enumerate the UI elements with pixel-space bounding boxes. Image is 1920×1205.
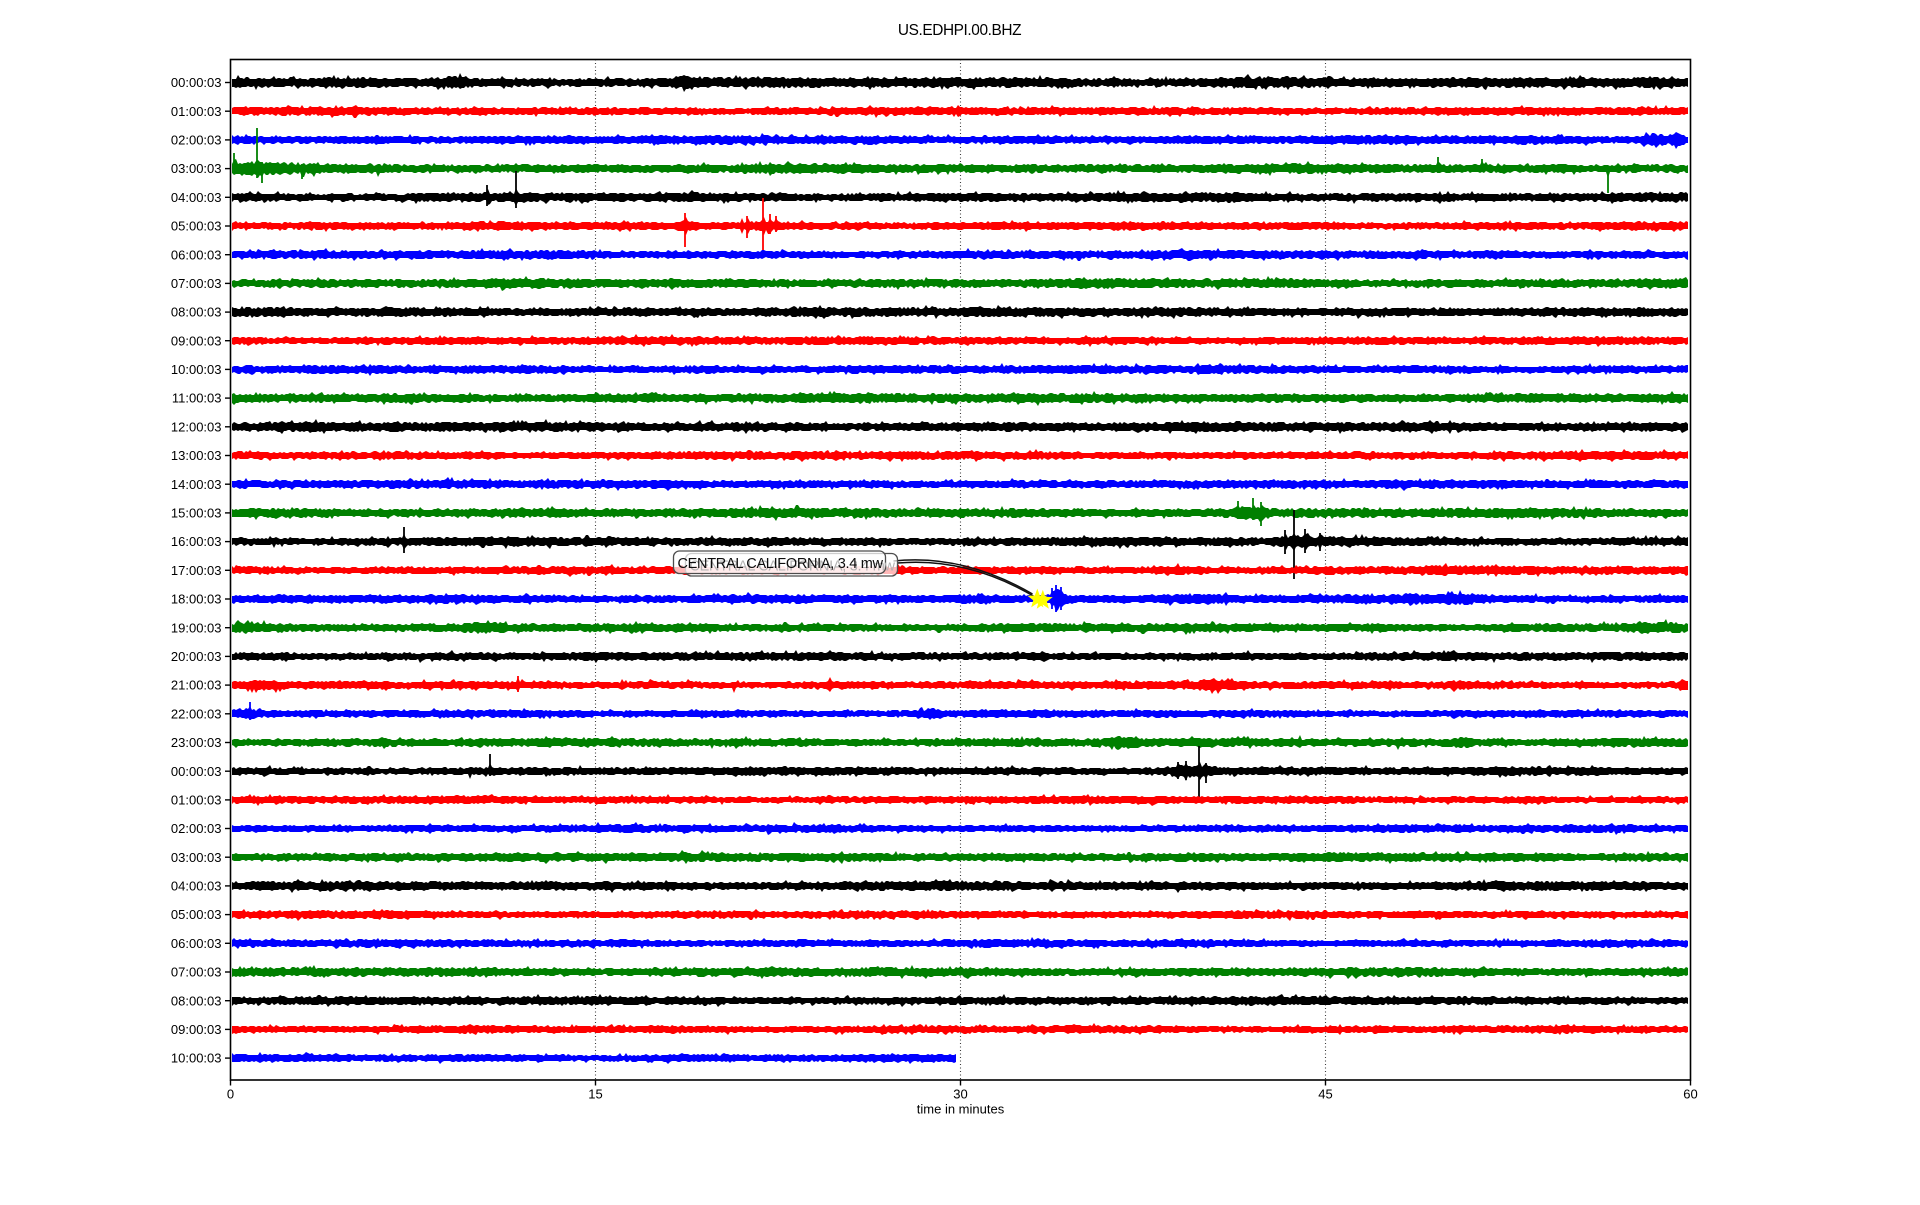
svg-text:08:00:03: 08:00:03	[171, 305, 222, 320]
svg-text:20:00:03: 20:00:03	[171, 649, 222, 664]
svg-text:14:00:03: 14:00:03	[171, 477, 222, 492]
svg-text:13:00:03: 13:00:03	[171, 448, 222, 463]
svg-text:04:00:03: 04:00:03	[171, 879, 222, 894]
svg-text:01:00:03: 01:00:03	[171, 104, 222, 119]
svg-text:CENTRAL CALIFORNIA, 3.4 mw: CENTRAL CALIFORNIA, 3.4 mw	[690, 559, 896, 575]
svg-text:12:00:03: 12:00:03	[171, 419, 222, 434]
svg-text:03:00:03: 03:00:03	[171, 850, 222, 865]
svg-text:0: 0	[227, 1087, 234, 1102]
svg-text:10:00:03: 10:00:03	[171, 362, 222, 377]
svg-text:60: 60	[1683, 1087, 1697, 1102]
svg-text:10:00:03: 10:00:03	[171, 1051, 222, 1066]
svg-text:19:00:03: 19:00:03	[171, 620, 222, 635]
svg-text:00:00:03: 00:00:03	[171, 75, 222, 90]
svg-text:15:00:03: 15:00:03	[171, 506, 222, 521]
svg-text:04:00:03: 04:00:03	[171, 190, 222, 205]
svg-text:01:00:03: 01:00:03	[171, 793, 222, 808]
svg-text:17:00:03: 17:00:03	[171, 563, 222, 578]
svg-text:00:00:03: 00:00:03	[171, 764, 222, 779]
svg-text:time in minutes: time in minutes	[917, 1102, 1005, 1117]
svg-text:05:00:03: 05:00:03	[171, 907, 222, 922]
svg-text:23:00:03: 23:00:03	[171, 735, 222, 750]
svg-text:11:00:03: 11:00:03	[172, 391, 222, 406]
svg-text:09:00:03: 09:00:03	[171, 1022, 222, 1037]
svg-text:08:00:03: 08:00:03	[171, 993, 222, 1008]
svg-text:16:00:03: 16:00:03	[171, 534, 222, 549]
svg-text:02:00:03: 02:00:03	[171, 133, 222, 148]
svg-text:09:00:03: 09:00:03	[171, 333, 222, 348]
svg-text:15: 15	[588, 1087, 602, 1102]
svg-text:18:00:03: 18:00:03	[171, 592, 222, 607]
svg-text:22:00:03: 22:00:03	[171, 706, 222, 721]
svg-text:07:00:03: 07:00:03	[171, 276, 222, 291]
svg-text:03:00:03: 03:00:03	[171, 161, 222, 176]
svg-text:06:00:03: 06:00:03	[171, 247, 222, 262]
svg-text:21:00:03: 21:00:03	[171, 678, 222, 693]
svg-text:US.EDHPI.00.BHZ: US.EDHPI.00.BHZ	[898, 22, 1021, 39]
svg-text:30: 30	[953, 1087, 967, 1102]
svg-text:07:00:03: 07:00:03	[171, 965, 222, 980]
svg-text:02:00:03: 02:00:03	[171, 821, 222, 836]
svg-text:CENTRAL CALIFORNIA, 3.4 mw: CENTRAL CALIFORNIA, 3.4 mw	[678, 556, 884, 572]
svg-text:45: 45	[1318, 1087, 1332, 1102]
svg-text:06:00:03: 06:00:03	[171, 936, 222, 951]
svg-text:05:00:03: 05:00:03	[171, 219, 222, 234]
